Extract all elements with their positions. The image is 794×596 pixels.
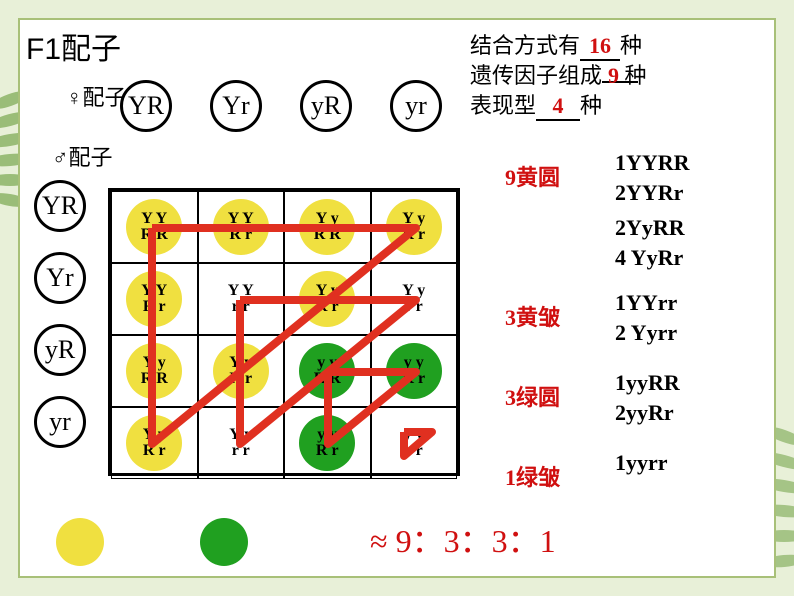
legend [56, 518, 320, 566]
punnett-cell: Y YR r [111, 263, 198, 335]
punnett-cell: Y yR r [111, 407, 198, 479]
punnett-cell: Y YR r [198, 191, 285, 263]
genotype-item: 2 Yyrr [615, 320, 677, 346]
punnett-cell: Y yR R [111, 335, 198, 407]
legend-green-round [200, 518, 248, 566]
genotype-item: 2yyRr [615, 400, 674, 426]
genotype-item: 1yyRR [615, 370, 680, 396]
pea-round: Y yR r [299, 271, 355, 327]
pea-round: Y yR R [299, 199, 355, 255]
genotype-item: 2YyRR [615, 215, 685, 241]
info-line-1: 结合方式有16种 [470, 28, 642, 61]
genotype-item: 1YYrr [615, 290, 677, 316]
slide-frame: F1配子 ♀配子 ♂配子 结合方式有16种 遗传因子组成9 种 表现型4种 YR… [18, 18, 776, 578]
row-gamete: yR [34, 324, 86, 376]
title: F1配子 [26, 24, 121, 68]
punnett-cell: Y yR r [371, 191, 458, 263]
phenotype-label: 1绿皱 [505, 460, 560, 492]
legend-yellow-round [56, 518, 104, 566]
pea-round: Y YR r [126, 271, 182, 327]
pea-wrinkled: Y yr r [386, 271, 442, 327]
punnett-cell: y yR r [284, 407, 371, 479]
pea-round: Y YR r [213, 199, 269, 255]
info-line-2: 遗传因子组成9 种 [470, 58, 647, 90]
phenotype-label: 3绿圆 [505, 380, 560, 412]
genotype-item: 4 YyRr [615, 245, 683, 271]
punnett-square: Y YR R Y YR r Y yR R Y yR r Y YR r Y Yr r Y yR… [108, 188, 460, 476]
pea-round: Y yR r [386, 199, 442, 255]
column-gamete: yr [390, 80, 442, 132]
punnett-cell: Y yR r [284, 263, 371, 335]
punnett-cell: Y Yr r [198, 263, 285, 335]
row-gamete: Yr [34, 252, 86, 304]
male-gamete-label: ♂配子 [52, 140, 113, 172]
row-gamete: YR [34, 180, 86, 232]
ratio-text: ≈ 9：3：3：1 [370, 516, 556, 562]
column-gamete: Yr [210, 80, 262, 132]
pea-wrinkled: y yr r [386, 415, 442, 471]
pea-round: y yR r [299, 415, 355, 471]
column-gamete: YR [120, 80, 172, 132]
column-gamete: yR [300, 80, 352, 132]
legend-yellow-wrinkled [128, 518, 176, 566]
punnett-cell: Y yr r [371, 263, 458, 335]
pea-round: y yR r [386, 343, 442, 399]
legend-green-wrinkled [272, 518, 320, 566]
row-gamete: yr [34, 396, 86, 448]
pea-round: Y YR R [126, 199, 182, 255]
pea-wrinkled: Y Yr r [213, 271, 269, 327]
genotype-item: 1YYRR [615, 150, 690, 176]
phenotype-label: 3黄皱 [505, 300, 560, 332]
punnett-cell: Y yR r [198, 335, 285, 407]
punnett-cell: Y yr r [198, 407, 285, 479]
punnett-cell: Y YR R [111, 191, 198, 263]
genotype-item: 1yyrr [615, 450, 668, 476]
phenotype-label: 9黄圆 [505, 160, 560, 192]
punnett-cell: Y yR R [284, 191, 371, 263]
pea-round: Y yR R [126, 343, 182, 399]
genotype-item: 2YYRr [615, 180, 683, 206]
pea-wrinkled: Y yr r [213, 415, 269, 471]
info-line-3: 表现型4种 [470, 88, 602, 121]
punnett-cell: y yR R [284, 335, 371, 407]
pea-round: Y yR r [126, 415, 182, 471]
pea-round: Y yR r [213, 343, 269, 399]
female-gamete-label: ♀配子 [66, 80, 127, 112]
punnett-cell: y yr r [371, 407, 458, 479]
punnett-cell: y yR r [371, 335, 458, 407]
pea-round: y yR R [299, 343, 355, 399]
